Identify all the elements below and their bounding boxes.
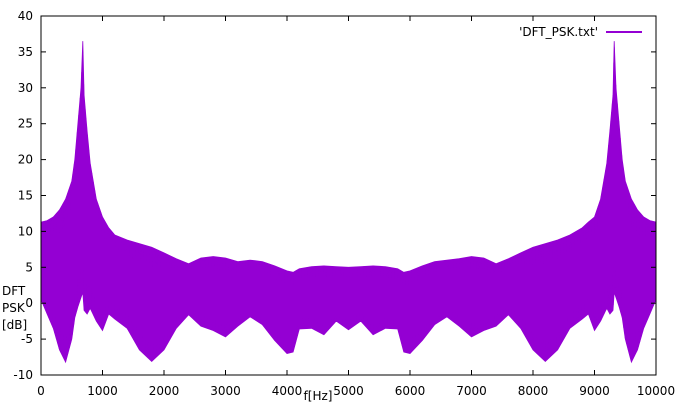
x-tick-label: 8000 bbox=[518, 384, 549, 398]
x-axis-label: f[Hz] bbox=[304, 389, 333, 403]
y-tick-label: 0 bbox=[25, 296, 33, 310]
x-tick-label: 0 bbox=[37, 384, 45, 398]
y-tick-label: 30 bbox=[18, 81, 33, 95]
y-tick-label: 5 bbox=[25, 260, 33, 274]
x-tick-label: 4000 bbox=[272, 384, 303, 398]
y-axis-label-line: PSK bbox=[2, 301, 26, 315]
x-tick-label: 2000 bbox=[149, 384, 180, 398]
y-tick-label: 40 bbox=[18, 9, 33, 23]
y-tick-label: 20 bbox=[18, 153, 33, 167]
x-tick-label: 3000 bbox=[210, 384, 241, 398]
axis-labels: f[Hz] DFT PSK [dB] bbox=[2, 284, 332, 403]
x-tick-label: 6000 bbox=[395, 384, 426, 398]
x-tick-label: 7000 bbox=[456, 384, 487, 398]
legend: 'DFT_PSK.txt' bbox=[519, 25, 642, 39]
y-tick-label: -5 bbox=[21, 332, 33, 346]
y-tick-label: 25 bbox=[18, 117, 33, 131]
y-axis-label-line: [dB] bbox=[2, 318, 27, 332]
x-tick-label: 10000 bbox=[637, 384, 675, 398]
series-line-0 bbox=[40, 47, 657, 362]
ticks-layer: 0 1000 2000 3000 4000 5000 6000 7000 8000 9000 100… bbox=[13, 9, 675, 398]
series-layer bbox=[40, 41, 657, 364]
x-tick-label: 9000 bbox=[579, 384, 610, 398]
y-tick-label: 35 bbox=[18, 45, 33, 59]
x-tick-label: 1000 bbox=[87, 384, 118, 398]
y-tick-label: -10 bbox=[13, 368, 33, 382]
y-tick-label: 15 bbox=[18, 189, 33, 203]
y-axis-label-line: DFT bbox=[2, 284, 26, 298]
y-tick-label: 10 bbox=[18, 224, 33, 238]
x-tick-label: 5000 bbox=[333, 384, 364, 398]
legend-label: 'DFT_PSK.txt' bbox=[519, 25, 598, 39]
